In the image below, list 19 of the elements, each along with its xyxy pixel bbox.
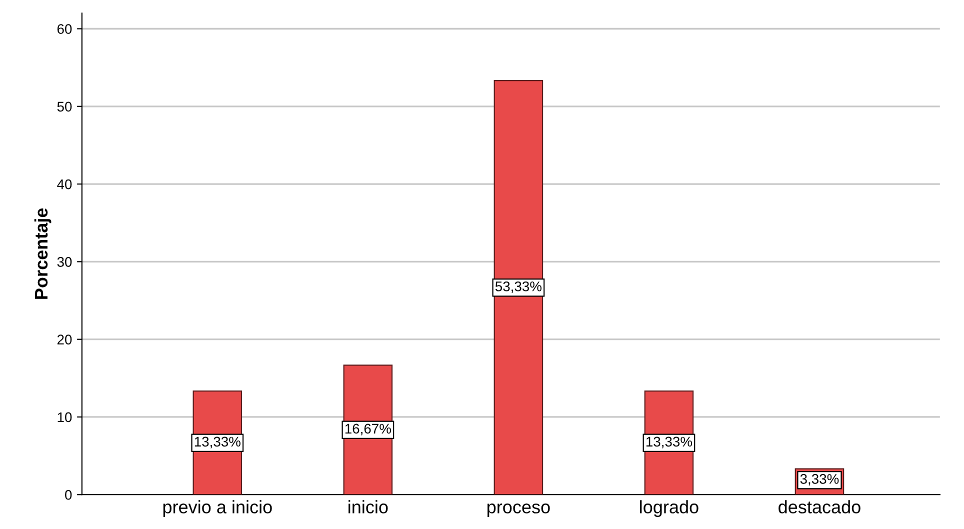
data-label: 3,33%: [800, 474, 839, 486]
y-tick-label: 40: [57, 179, 72, 190]
bar: [494, 80, 544, 495]
y-tick-label: 0: [65, 490, 72, 500]
data-label: 16,67%: [345, 424, 391, 436]
y-tick-label: 30: [57, 257, 72, 267]
x-tick-label: proceso: [487, 504, 550, 517]
x-tick-label: logrado: [640, 500, 698, 517]
y-axis-title: Porcentaje: [34, 208, 52, 299]
y-tick-label: 20: [57, 334, 72, 344]
data-label: 13,33%: [194, 436, 240, 448]
x-tick-label: destacado: [778, 500, 860, 514]
data-label: 13,33%: [646, 436, 692, 448]
data-label: 53,33%: [495, 281, 542, 293]
y-tick-label: 60: [57, 24, 72, 34]
y-tick-label: 50: [57, 102, 72, 112]
y-tick-label: 10: [58, 412, 72, 422]
x-tick-label: previo a inicio: [163, 500, 272, 517]
x-tick-label: inicio: [348, 500, 388, 514]
